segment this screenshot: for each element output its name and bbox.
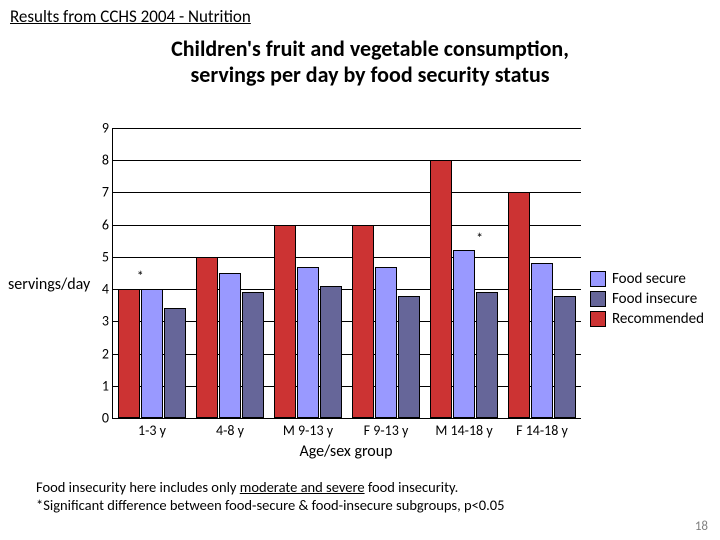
y-tick-label: 5 (91, 248, 109, 265)
x-tick-label: F 14-18 y (503, 422, 581, 439)
bar-group (191, 128, 269, 418)
legend-row: Recommended (590, 310, 704, 328)
bar-group (503, 128, 581, 418)
bar-food_secure (453, 250, 475, 418)
x-axis-label: Age/sex group (112, 442, 580, 461)
x-tick-label: M 14-18 y (425, 422, 503, 439)
bar-food_secure (375, 267, 397, 418)
bar-group (269, 128, 347, 418)
annotation-asterisk: * (470, 230, 490, 247)
legend-swatch (590, 291, 606, 307)
x-tick-label: M 9-13 y (269, 422, 347, 439)
bar-recommended (352, 225, 374, 418)
legend-row: Food insecure (590, 290, 704, 308)
bar-food_secure (141, 289, 163, 418)
bar-food_insecure (398, 296, 420, 418)
legend-label: Food secure (612, 270, 686, 288)
title-line-1: Children's fruit and vegetable consumpti… (171, 35, 569, 62)
caption: Food insecurity here includes only moder… (36, 478, 676, 514)
bar-food_insecure (320, 286, 342, 418)
legend-swatch (590, 311, 606, 327)
y-tick-label: 4 (91, 281, 109, 298)
bar-food_insecure (164, 308, 186, 418)
title-line-2: servings per day by food security status (190, 61, 549, 88)
legend: Food secure Food insecure Recommended (590, 270, 704, 330)
bar-food_secure (531, 263, 553, 418)
x-tick-label: F 9-13 y (347, 422, 425, 439)
y-tick-label: 9 (91, 120, 109, 137)
legend-label: Food insecure (612, 290, 697, 308)
y-tick-label: 1 (91, 377, 109, 394)
bar-group (347, 128, 425, 418)
bar-food_insecure (242, 292, 264, 418)
bar-food_insecure (476, 292, 498, 418)
y-tick-label: 2 (91, 345, 109, 362)
legend-row: Food secure (590, 270, 704, 288)
y-axis-label: servings/day (8, 275, 90, 294)
chart-title: Children's fruit and vegetable consumpti… (120, 36, 620, 88)
bar-food_insecure (554, 296, 576, 418)
bar-food_secure (297, 267, 319, 418)
bar-recommended (274, 225, 296, 418)
y-tick-label: 3 (91, 313, 109, 330)
page-number: 18 (695, 519, 708, 534)
legend-label: Recommended (612, 310, 704, 328)
source-header: Results from CCHS 2004 - Nutrition (10, 6, 251, 27)
y-tick-label: 6 (91, 216, 109, 233)
bar-group (425, 128, 503, 418)
bar-recommended (508, 192, 530, 418)
chart-plot-area: 01234567891-3 y4-8 yM 9-13 yF 9-13 yM 14… (112, 128, 581, 419)
y-tick-label: 8 (91, 152, 109, 169)
bar-group (113, 128, 191, 418)
y-tick-label: 7 (91, 184, 109, 201)
bar-recommended (196, 257, 218, 418)
y-tick-label: 0 (91, 410, 109, 427)
legend-swatch (590, 271, 606, 287)
bar-recommended (430, 160, 452, 418)
annotation-asterisk: * (130, 268, 150, 285)
x-tick-label: 4-8 y (191, 422, 269, 439)
bar-food_secure (219, 273, 241, 418)
bar-recommended (118, 289, 140, 418)
x-tick-label: 1-3 y (113, 422, 191, 439)
